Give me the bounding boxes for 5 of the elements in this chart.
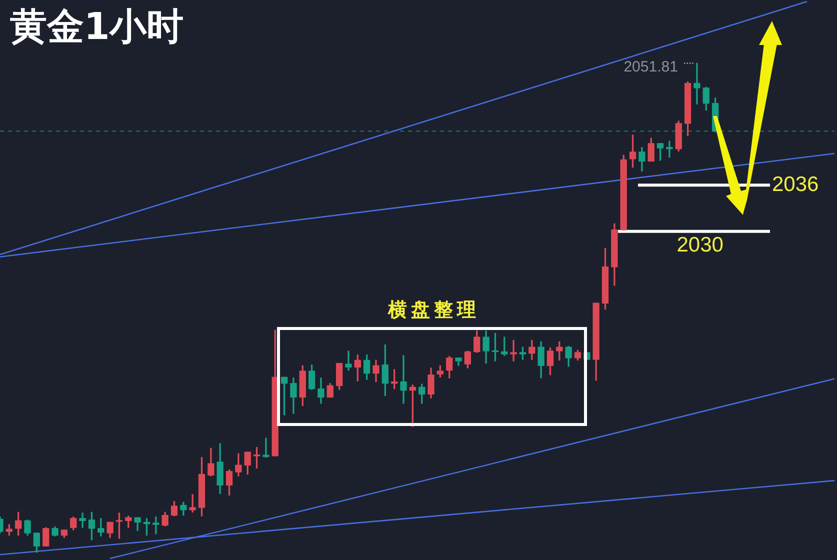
annotation: 横盘整理 bbox=[387, 298, 480, 321]
ref-line-label: 2036 bbox=[772, 172, 819, 196]
chart-title: 黄金1小时 bbox=[10, 5, 184, 48]
annotation: 2051.81 bbox=[624, 58, 678, 76]
ref-line-label: 2030 bbox=[676, 234, 724, 257]
